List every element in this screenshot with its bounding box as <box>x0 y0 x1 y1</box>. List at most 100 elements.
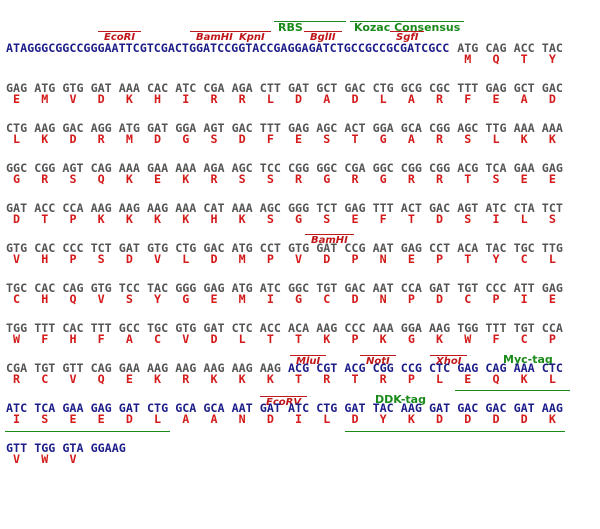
codon: CTG <box>147 401 169 415</box>
amino-acid: K <box>548 132 556 146</box>
amino-acid: Y <box>492 252 500 266</box>
amino-acid: G <box>13 172 21 186</box>
codon: AAG <box>175 361 197 375</box>
codon: AAG <box>90 201 112 215</box>
codon: GTG <box>62 81 84 95</box>
amino-acid: E <box>125 372 133 386</box>
amino-acid: K <box>97 212 105 226</box>
codon: CTG <box>175 241 197 255</box>
amino-acid: N <box>379 252 387 266</box>
codon: CAG <box>485 361 507 375</box>
codon: AAA <box>175 161 197 175</box>
codon: GAG <box>541 161 563 175</box>
codon: GAC <box>62 121 84 135</box>
codon: TTT <box>34 321 56 335</box>
amino-acid: D <box>69 132 77 146</box>
enzyme-label: SgfI <box>390 31 425 43</box>
amino-acid: K <box>323 332 331 346</box>
codon: AAA <box>231 201 253 215</box>
amino-acid: K <box>154 212 162 226</box>
amino-acid: S <box>125 292 133 306</box>
amino-acid: D <box>125 252 133 266</box>
codon: AAA <box>118 81 140 95</box>
codon: TAC <box>485 241 507 255</box>
amino-acid: D <box>351 292 359 306</box>
amino-acid: K <box>41 132 49 146</box>
amino-acid: P <box>69 252 77 266</box>
codon: AGG <box>90 121 112 135</box>
amino-acid: G <box>379 172 387 186</box>
amino-acid: R <box>182 372 190 386</box>
codon: GCT <box>316 81 338 95</box>
codon: GTG <box>90 281 112 295</box>
amino-acid: T <box>41 212 49 226</box>
amino-acid: T <box>407 212 415 226</box>
codon: GAT <box>429 401 451 415</box>
codon: GCA <box>400 121 422 135</box>
amino-acid: H <box>41 292 49 306</box>
codon: GAA <box>62 401 84 415</box>
codon: GGG <box>288 201 310 215</box>
codon: TTG <box>541 241 563 255</box>
amino-acid: D <box>436 292 444 306</box>
codon: TAC <box>541 41 563 55</box>
amino-acid: T <box>351 132 359 146</box>
amino-acid: G <box>295 292 303 306</box>
amino-acid: K <box>436 332 444 346</box>
amino-acid: N <box>238 412 246 426</box>
amino-acid: H <box>210 212 218 226</box>
amino-acid: Y <box>379 412 387 426</box>
codon: GGA <box>372 121 394 135</box>
codon: ATT <box>513 281 535 295</box>
amino-acid: A <box>125 332 133 346</box>
amino-acid: L <box>238 332 246 346</box>
amino-acid: T <box>464 252 472 266</box>
codon: GAC <box>485 401 507 415</box>
amino-acid: G <box>379 132 387 146</box>
codon: GAG <box>6 81 28 95</box>
amino-acid: D <box>351 92 359 106</box>
codon: GAT <box>513 401 535 415</box>
amino-acid: L <box>266 92 274 106</box>
codon: TCC <box>259 161 281 175</box>
amino-acid: Q <box>492 52 500 66</box>
codon: CCC <box>62 241 84 255</box>
amino-acid: V <box>69 372 77 386</box>
codon: AGT <box>62 161 84 175</box>
codon: GAT <box>203 321 225 335</box>
amino-acid: S <box>464 132 472 146</box>
amino-acid: K <box>182 172 190 186</box>
amino-acid: D <box>351 412 359 426</box>
codon: GGC <box>6 161 28 175</box>
amino-acid: D <box>436 412 444 426</box>
vector-sequence: ATAGGGCGGCCGGGAATTCGTCGACTGGATCCGGTACCGA… <box>6 41 450 55</box>
amino-acid: R <box>13 372 21 386</box>
amino-acid: V <box>97 292 105 306</box>
codon: AAA <box>513 361 535 375</box>
amino-acid: S <box>492 172 500 186</box>
amino-acid: F <box>464 92 472 106</box>
amino-acid: V <box>13 252 21 266</box>
tag-underline <box>5 431 170 432</box>
codon: CAG <box>62 281 84 295</box>
amino-acid: P <box>351 252 359 266</box>
codon: GAC <box>541 81 563 95</box>
codon: CGA <box>344 161 366 175</box>
amino-acid: E <box>97 412 105 426</box>
codon: CCA <box>400 281 422 295</box>
codon: AAT <box>372 281 394 295</box>
amino-acid: D <box>520 412 528 426</box>
codon: GTG <box>6 241 28 255</box>
codon: GAG <box>344 201 366 215</box>
codon: GCA <box>175 401 197 415</box>
codon: TGT <box>316 281 338 295</box>
codon: ATC <box>288 401 310 415</box>
codon: TTT <box>457 81 479 95</box>
amino-acid: T <box>266 332 274 346</box>
codon: GAG <box>400 241 422 255</box>
amino-acid: S <box>266 172 274 186</box>
amino-acid: K <box>238 212 246 226</box>
amino-acid: D <box>266 412 274 426</box>
amino-acid: D <box>125 412 133 426</box>
